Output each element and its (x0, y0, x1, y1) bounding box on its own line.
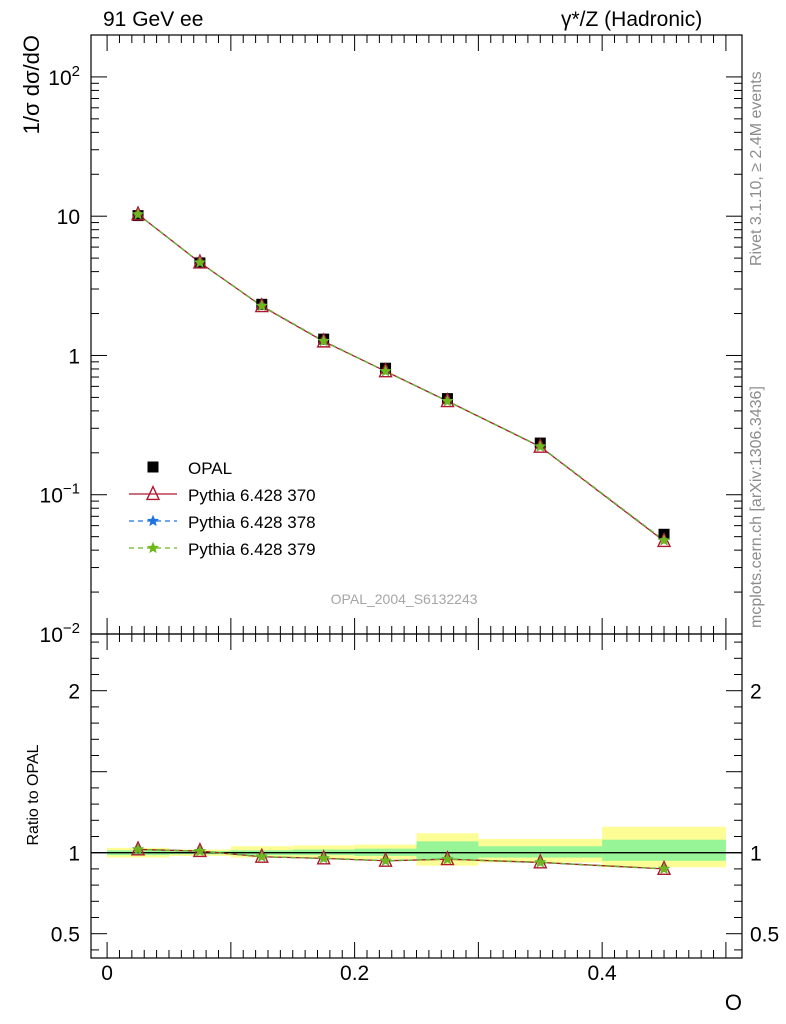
band-inner (602, 839, 726, 861)
data-point-p379 (317, 334, 330, 347)
legend-entry: Pythia 6.428 379 (129, 540, 316, 559)
y-tick-label: 10−2 (40, 620, 80, 647)
band-inner (478, 846, 603, 858)
ratio-point-p379 (132, 843, 145, 855)
legend-marker-triangle (145, 484, 161, 501)
data-point-p379 (534, 440, 547, 452)
ratio-point-p379 (534, 856, 547, 868)
x-tick-label: 0.2 (340, 962, 369, 985)
x-axis-title: O (725, 990, 742, 1015)
ratio-point-p379 (658, 862, 671, 874)
data-point-p379 (193, 256, 206, 268)
header-left-label: 91 GeV ee (103, 8, 204, 31)
legend-marker-star (147, 514, 159, 527)
ratio-point-p379 (317, 852, 330, 864)
ratio-point-p379 (379, 854, 392, 866)
legend-entry: Pythia 6.428 378 (129, 513, 316, 532)
legend-entry: Pythia 6.428 370 (129, 484, 316, 505)
ratio-point-p379 (441, 852, 454, 865)
header-right-label: γ*/Z (Hadronic) (561, 8, 703, 31)
ratio-y-tick-label: 1 (68, 843, 80, 866)
legend-label: OPAL (188, 459, 232, 478)
legend-marker-star (147, 541, 159, 554)
legend-marker-opal (147, 461, 159, 473)
ratio-y-tick-label-right: 1 (750, 843, 762, 866)
legend-entry: OPAL (147, 459, 232, 478)
data-point-p379 (255, 299, 268, 311)
data-point-p379 (132, 208, 145, 220)
y-axis-title: 1/σ dσ/dO (19, 35, 44, 134)
legend-label: Pythia 6.428 378 (188, 513, 316, 532)
ratio-panel: 0.5 0.5 1 1 2 2 0 0.2 0.4 Ratio to OPAL O (25, 633, 779, 1015)
data-point-p379 (379, 364, 392, 377)
ratio-y-tick-label-right: 0.5 (750, 924, 779, 947)
ratio-point-p379 (255, 850, 268, 862)
y-tick-label: 10 (57, 206, 80, 229)
y-tick-label: 10−1 (40, 481, 80, 508)
x-tick-label: 0.4 (588, 962, 618, 985)
ratio-line-2 (138, 848, 665, 870)
y-tick-label: 102 (48, 63, 80, 90)
y-tick-label: 1 (68, 345, 80, 368)
legend-label: Pythia 6.428 379 (188, 540, 316, 559)
legend-label: Pythia 6.428 370 (188, 486, 316, 505)
data-point-p379 (658, 534, 671, 546)
ratio-y-tick-label-right: 2 (750, 681, 762, 704)
ratio-frame (90, 633, 743, 959)
ratio-y-tick-label: 2 (68, 681, 80, 704)
series-line-3 (137, 213, 665, 541)
data-point-p379 (441, 394, 454, 407)
x-tick-label: 0 (101, 962, 113, 985)
ratio-y-axis-title: Ratio to OPAL (25, 744, 42, 845)
ratio-point-p379 (193, 844, 206, 857)
watermark: OPAL_2004_S6132243 (331, 591, 478, 607)
ratio-y-tick-label: 0.5 (51, 924, 80, 947)
